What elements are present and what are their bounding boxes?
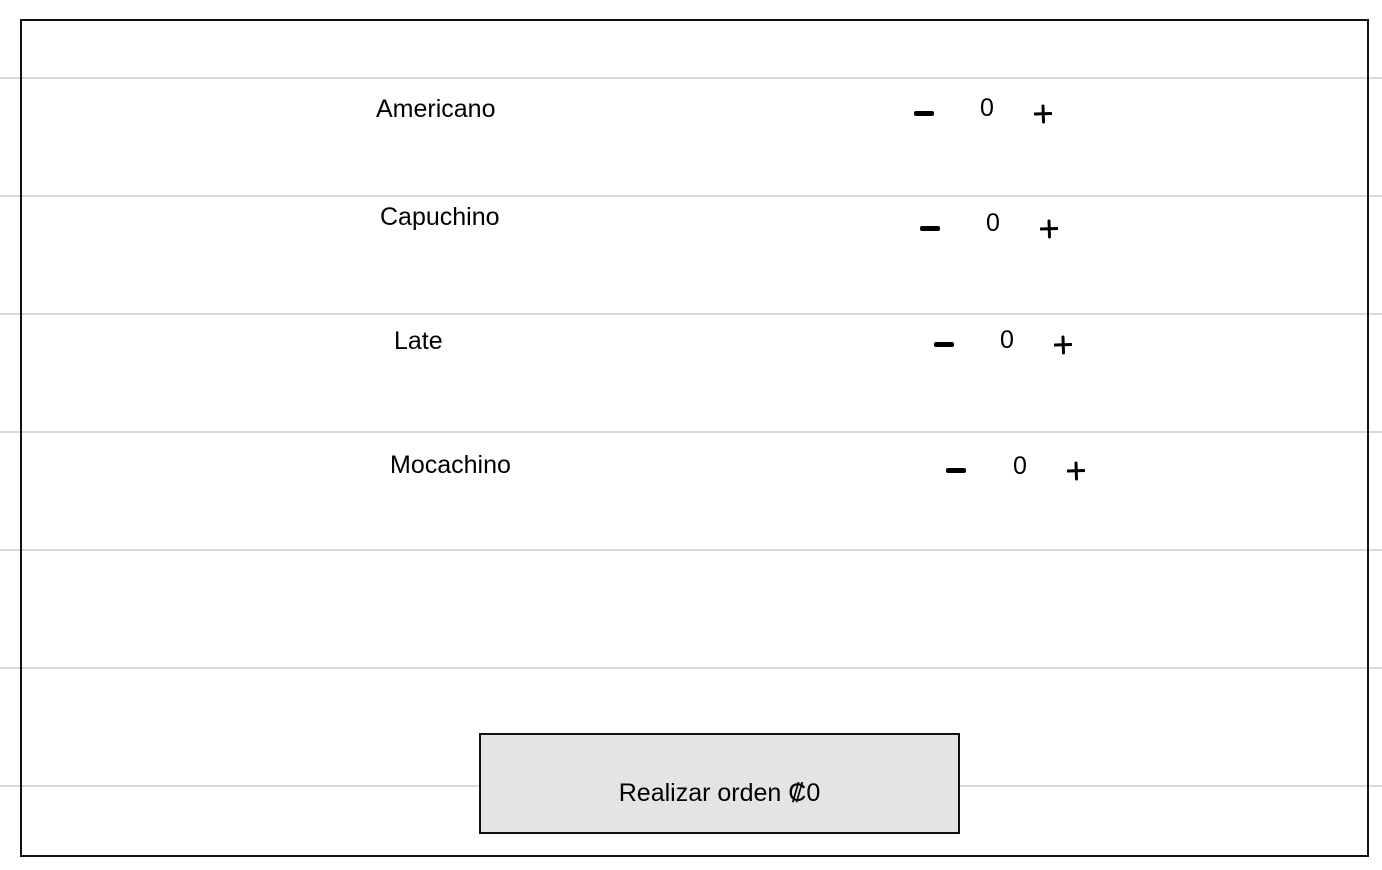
- decrement-capuchino-button[interactable]: [920, 226, 940, 231]
- increment-late-button[interactable]: [1054, 335, 1072, 355]
- increment-mocachino-button[interactable]: [1067, 461, 1085, 481]
- plus-icon: [1054, 335, 1072, 355]
- plus-icon: [1040, 219, 1058, 239]
- increment-capuchino-button[interactable]: [1040, 219, 1058, 239]
- item-label-capuchino: Capuchino: [380, 203, 500, 231]
- increment-americano-button[interactable]: [1034, 104, 1052, 124]
- plus-icon: [1034, 104, 1052, 124]
- quantity-late: 0: [1000, 326, 1014, 354]
- item-label-mocachino: Mocachino: [390, 451, 511, 479]
- order-panel: [20, 19, 1369, 857]
- decrement-late-button[interactable]: [934, 342, 954, 347]
- plus-icon: [1067, 461, 1085, 481]
- decrement-americano-button[interactable]: [914, 111, 934, 116]
- quantity-americano: 0: [980, 94, 994, 122]
- item-label-americano: Americano: [376, 95, 496, 123]
- item-label-late: Late: [394, 327, 443, 355]
- place-order-label: Realizar orden ₡0: [618, 779, 821, 807]
- quantity-mocachino: 0: [1013, 452, 1027, 480]
- decrement-mocachino-button[interactable]: [946, 468, 966, 473]
- place-order-button[interactable]: Realizar orden ₡0: [479, 733, 960, 834]
- quantity-capuchino: 0: [986, 209, 1000, 237]
